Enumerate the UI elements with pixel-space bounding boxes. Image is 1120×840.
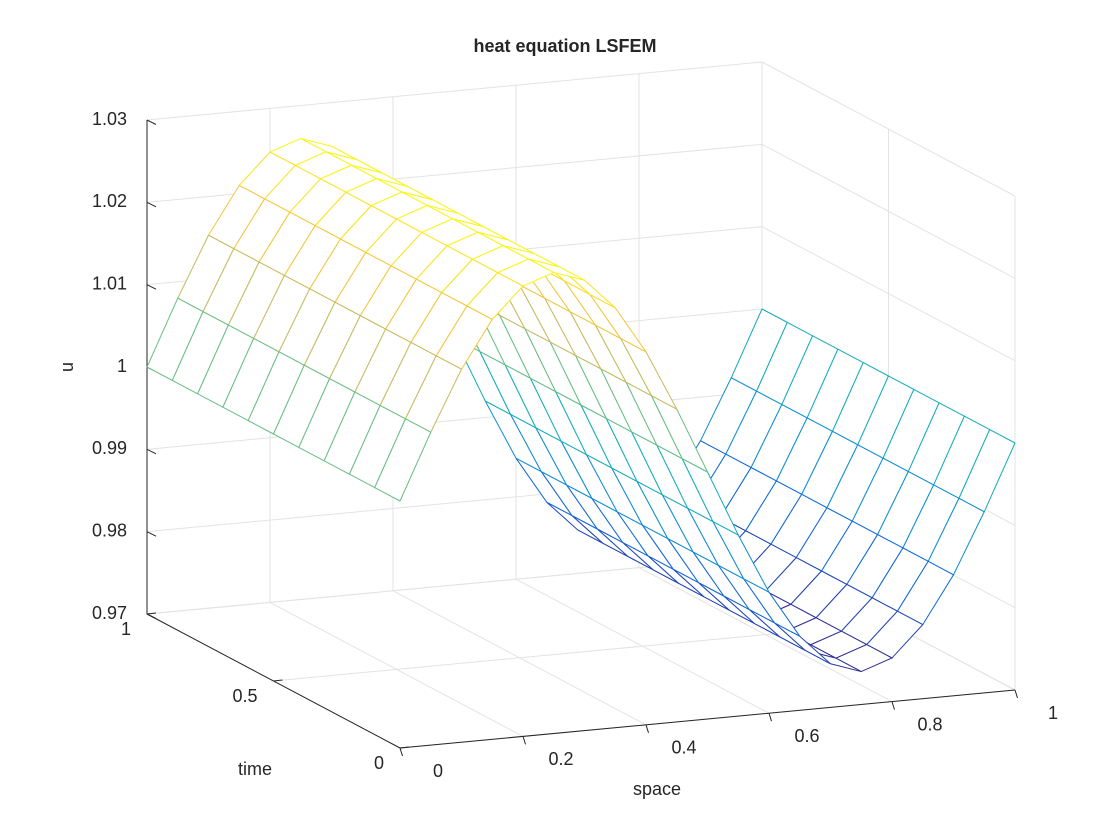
tick-mark bbox=[146, 612, 157, 615]
tick-mark bbox=[645, 724, 649, 733]
tick-mark bbox=[146, 284, 157, 290]
y-tick-label: 0.5 bbox=[232, 686, 257, 706]
z-tick-label: 0.98 bbox=[92, 520, 127, 540]
z-tick-label: 1 bbox=[117, 356, 127, 376]
z-tick-label: 1.01 bbox=[92, 273, 127, 293]
tick-mark bbox=[146, 613, 157, 619]
tick-mark bbox=[768, 713, 772, 722]
x-tick-label: 0.8 bbox=[917, 714, 942, 734]
tick-mark bbox=[399, 747, 403, 757]
x-axis-label: space bbox=[633, 779, 681, 799]
z-tick-label: 0.97 bbox=[92, 603, 127, 623]
y-tick-label: 1 bbox=[121, 619, 131, 639]
tick-mark bbox=[146, 119, 157, 125]
y-axis-label: time bbox=[238, 759, 272, 779]
tick-mark bbox=[522, 736, 526, 745]
z-tick-label: 1.02 bbox=[92, 191, 127, 211]
x-tick-label: 0.2 bbox=[548, 749, 573, 769]
tick-mark bbox=[891, 701, 895, 710]
tick-mark bbox=[1014, 689, 1018, 699]
z-tick-label: 1.03 bbox=[92, 109, 127, 129]
grid-line bbox=[146, 61, 763, 121]
tick-mark bbox=[146, 448, 157, 455]
z-tick-label: 0.99 bbox=[92, 438, 127, 458]
x-axis bbox=[399, 689, 1016, 749]
mesh-cell bbox=[374, 418, 432, 502]
z-axis-label: u bbox=[57, 362, 77, 372]
x-tick-label: 0 bbox=[433, 761, 443, 781]
tick-mark bbox=[399, 746, 410, 749]
grid-line bbox=[761, 143, 1016, 279]
y-tick-label: 0 bbox=[374, 753, 384, 773]
x-tick-label: 1 bbox=[1048, 703, 1058, 723]
chart-title: heat equation LSFEM bbox=[473, 36, 656, 56]
tick-mark bbox=[146, 201, 157, 208]
grid-line bbox=[761, 226, 1016, 362]
x-tick-label: 0.4 bbox=[671, 738, 696, 758]
grid-line bbox=[761, 61, 1016, 197]
tick-mark bbox=[146, 531, 157, 537]
tick-mark bbox=[273, 679, 283, 682]
x-tick-label: 0.6 bbox=[794, 726, 819, 746]
